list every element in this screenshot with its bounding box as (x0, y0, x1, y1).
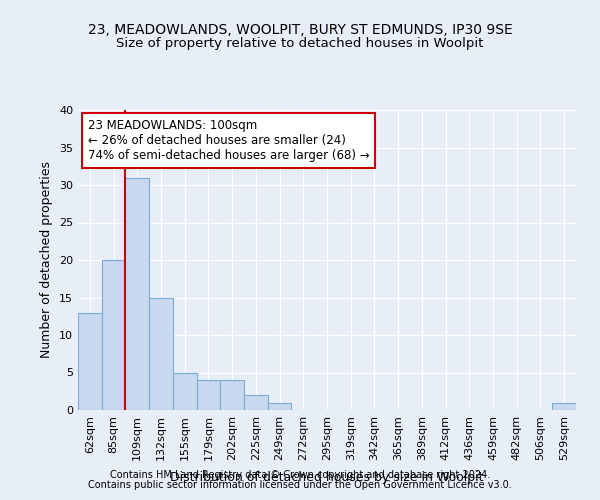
Text: 23, MEADOWLANDS, WOOLPIT, BURY ST EDMUNDS, IP30 9SE: 23, MEADOWLANDS, WOOLPIT, BURY ST EDMUND… (88, 22, 512, 36)
Text: Contains HM Land Registry data © Crown copyright and database right 2024.: Contains HM Land Registry data © Crown c… (110, 470, 490, 480)
Text: Size of property relative to detached houses in Woolpit: Size of property relative to detached ho… (116, 38, 484, 51)
X-axis label: Distribution of detached houses by size in Woolpit: Distribution of detached houses by size … (170, 471, 484, 484)
Bar (173, 372, 197, 410)
Bar (244, 395, 268, 410)
Bar (78, 312, 102, 410)
Text: Contains public sector information licensed under the Open Government Licence v3: Contains public sector information licen… (88, 480, 512, 490)
Bar (125, 178, 149, 410)
Bar (220, 380, 244, 410)
Bar (268, 402, 292, 410)
Bar (102, 260, 125, 410)
Text: 23 MEADOWLANDS: 100sqm
← 26% of detached houses are smaller (24)
74% of semi-det: 23 MEADOWLANDS: 100sqm ← 26% of detached… (88, 119, 370, 162)
Y-axis label: Number of detached properties: Number of detached properties (40, 162, 53, 358)
Bar (197, 380, 220, 410)
Bar (552, 402, 576, 410)
Bar (149, 298, 173, 410)
